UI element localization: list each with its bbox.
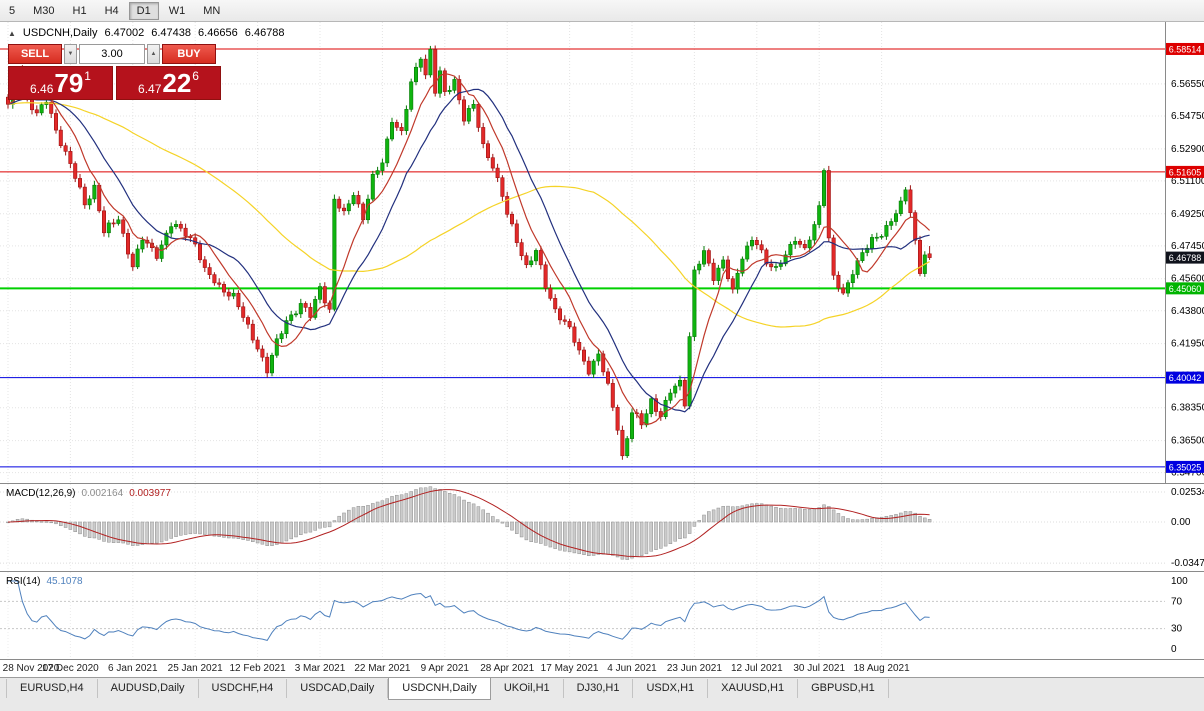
sell-button[interactable]: SELL <box>8 44 62 64</box>
timeframe-button-h4[interactable]: H4 <box>97 2 127 20</box>
rsi-panel-divider[interactable] <box>0 571 1204 572</box>
timeframe-button-m30[interactable]: M30 <box>25 2 62 20</box>
one-click-trading-panel: SELL ▼ ▲ BUY 6.46 79 1 6.47 22 6 <box>8 44 224 100</box>
rsi-value: 45.1078 <box>46 576 83 587</box>
buy-price-point: 6 <box>192 69 199 83</box>
buy-price-pips: 22 <box>162 68 192 98</box>
date-axis-label: 28 Apr 2021 <box>480 663 535 674</box>
ohlc-high: 6.47438 <box>151 27 192 39</box>
date-axis-divider <box>0 659 1204 660</box>
sell-price-point: 1 <box>84 69 91 83</box>
volume-input[interactable] <box>79 44 145 64</box>
rsi-label: RSI(14) 45.1078 <box>6 576 83 587</box>
date-axis-label: 12 Feb 2021 <box>229 663 286 674</box>
timeframe-button-h1[interactable]: H1 <box>65 2 95 20</box>
rsi-name: RSI(14) <box>6 576 41 587</box>
chart-tab-usdcnh[interactable]: USDCNH,Daily <box>388 678 491 700</box>
date-axis-label: 17 Dec 2020 <box>42 663 99 674</box>
macd-main-value: 0.002164 <box>81 488 124 499</box>
date-axis-label: 3 Mar 2021 <box>294 663 346 674</box>
ohlc-open: 6.47002 <box>104 27 145 39</box>
svg-text:-0.03479: -0.03479 <box>1171 558 1204 569</box>
svg-text:70: 70 <box>1171 596 1183 607</box>
svg-text:6.45060: 6.45060 <box>1169 284 1202 294</box>
svg-text:6.38350: 6.38350 <box>1171 403 1204 414</box>
sell-price-pips: 79 <box>54 68 84 98</box>
timeframe-button-mn[interactable]: MN <box>195 2 228 20</box>
buy-button[interactable]: BUY <box>162 44 216 64</box>
svg-text:6.47450: 6.47450 <box>1171 241 1204 252</box>
svg-text:6.51100: 6.51100 <box>1171 176 1204 187</box>
buy-price-prefix: 6.47 <box>138 82 162 96</box>
chart-title: USDCNH,Daily <box>22 27 98 39</box>
macd-label: MACD(12,26,9) 0.002164 0.003977 <box>6 488 171 499</box>
svg-text:6.35025: 6.35025 <box>1169 462 1202 472</box>
collapse-chart-icon[interactable]: ▲ <box>8 28 16 38</box>
svg-text:6.49250: 6.49250 <box>1171 209 1204 220</box>
sell-price-prefix: 6.46 <box>30 82 54 96</box>
svg-text:6.40042: 6.40042 <box>1169 373 1202 383</box>
svg-text:0.025342: 0.025342 <box>1171 487 1204 498</box>
date-axis-label: 12 Jul 2021 <box>730 663 783 674</box>
buy-price-display[interactable]: 6.47 22 6 <box>116 66 221 100</box>
svg-text:6.45600: 6.45600 <box>1171 274 1204 285</box>
ohlc-low: 6.46656 <box>198 27 238 39</box>
svg-text:100: 100 <box>1171 576 1188 587</box>
macd-name: MACD(12,26,9) <box>6 488 76 499</box>
chart-tabs-bar: EURUSD,H4 AUDUSD,Daily USDCHF,H4 USDCAD,Dai… <box>0 677 1204 711</box>
date-axis-label: 9 Apr 2021 <box>420 663 469 674</box>
rsi-indicator-panel[interactable]: 100 70 30 0 <box>0 572 1204 659</box>
svg-text:6.56550: 6.56550 <box>1171 79 1204 90</box>
svg-text:6.52900: 6.52900 <box>1171 144 1204 155</box>
svg-text:6.58514: 6.58514 <box>1169 44 1202 54</box>
ohlc-close: 6.46788 <box>244 27 285 39</box>
volume-increase-button[interactable]: ▲ <box>147 44 160 64</box>
date-axis-label: 4 Jun 2021 <box>607 663 657 674</box>
price-axis-border <box>1165 22 1166 659</box>
date-axis-label: 28 Nov 2020 <box>2 663 60 674</box>
chart-tab-usdchf[interactable]: USDCHF,H4 <box>198 679 288 698</box>
chart-tab-audusd[interactable]: AUDUSD,Daily <box>97 679 199 698</box>
macd-indicator-panel[interactable]: 0.025342 0.00 -0.03479 <box>0 484 1204 571</box>
chart-tab-xauusd[interactable]: XAUUSD,H1 <box>708 679 799 698</box>
svg-text:0.00: 0.00 <box>1171 517 1191 528</box>
date-axis-label: 18 Aug 2021 <box>853 663 910 674</box>
chart-tab-ukoil[interactable]: UKOil,H1 <box>490 679 564 698</box>
chart-tab-eurusd[interactable]: EURUSD,H4 <box>6 679 98 698</box>
chart-header: ▲ USDCNH,Daily 6.47002 6.47438 6.46656 6… <box>8 27 285 39</box>
svg-text:6.54750: 6.54750 <box>1171 111 1204 122</box>
svg-text:6.43800: 6.43800 <box>1171 306 1204 317</box>
svg-text:6.41950: 6.41950 <box>1171 339 1204 350</box>
macd-panel-divider[interactable] <box>0 483 1204 484</box>
svg-text:30: 30 <box>1171 624 1183 635</box>
chart-tab-usdcad[interactable]: USDCAD,Daily <box>287 679 389 698</box>
date-axis-label: 25 Jan 2021 <box>167 663 223 674</box>
svg-text:6.51605: 6.51605 <box>1169 167 1202 177</box>
date-axis-label: 17 May 2021 <box>540 663 599 674</box>
macd-signal-value: 0.003977 <box>129 488 171 499</box>
chart-tab-usdx[interactable]: USDX,H1 <box>633 679 709 698</box>
chart-tab-dj30[interactable]: DJ30,H1 <box>563 679 634 698</box>
svg-text:6.46788: 6.46788 <box>1169 253 1202 263</box>
sell-price-display[interactable]: 6.46 79 1 <box>8 66 113 100</box>
volume-decrease-button[interactable]: ▼ <box>64 44 77 64</box>
timeframe-button-d1[interactable]: D1 <box>128 1 159 20</box>
timeframe-button-w1[interactable]: W1 <box>161 2 194 20</box>
date-axis[interactable]: 28 Nov 2020 17 Dec 2020 6 Jan 2021 25 Jan 2… <box>0 660 1204 677</box>
svg-text:6.34700: 6.34700 <box>1171 468 1204 479</box>
chart-tab-gbpusd[interactable]: GBPUSD,H1 <box>798 679 889 698</box>
timeframe-button-5[interactable]: 5 <box>1 2 23 20</box>
date-axis-label: 23 Jun 2021 <box>666 663 722 674</box>
date-axis-label: 6 Jan 2021 <box>108 663 158 674</box>
svg-text:0: 0 <box>1171 644 1177 655</box>
date-axis-label: 30 Jul 2021 <box>793 663 846 674</box>
timeframe-toolbar: 5 M30 H1 H4 D1 W1 MN <box>0 0 1204 22</box>
svg-text:6.36500: 6.36500 <box>1171 436 1204 447</box>
date-axis-label: 22 Mar 2021 <box>354 663 411 674</box>
